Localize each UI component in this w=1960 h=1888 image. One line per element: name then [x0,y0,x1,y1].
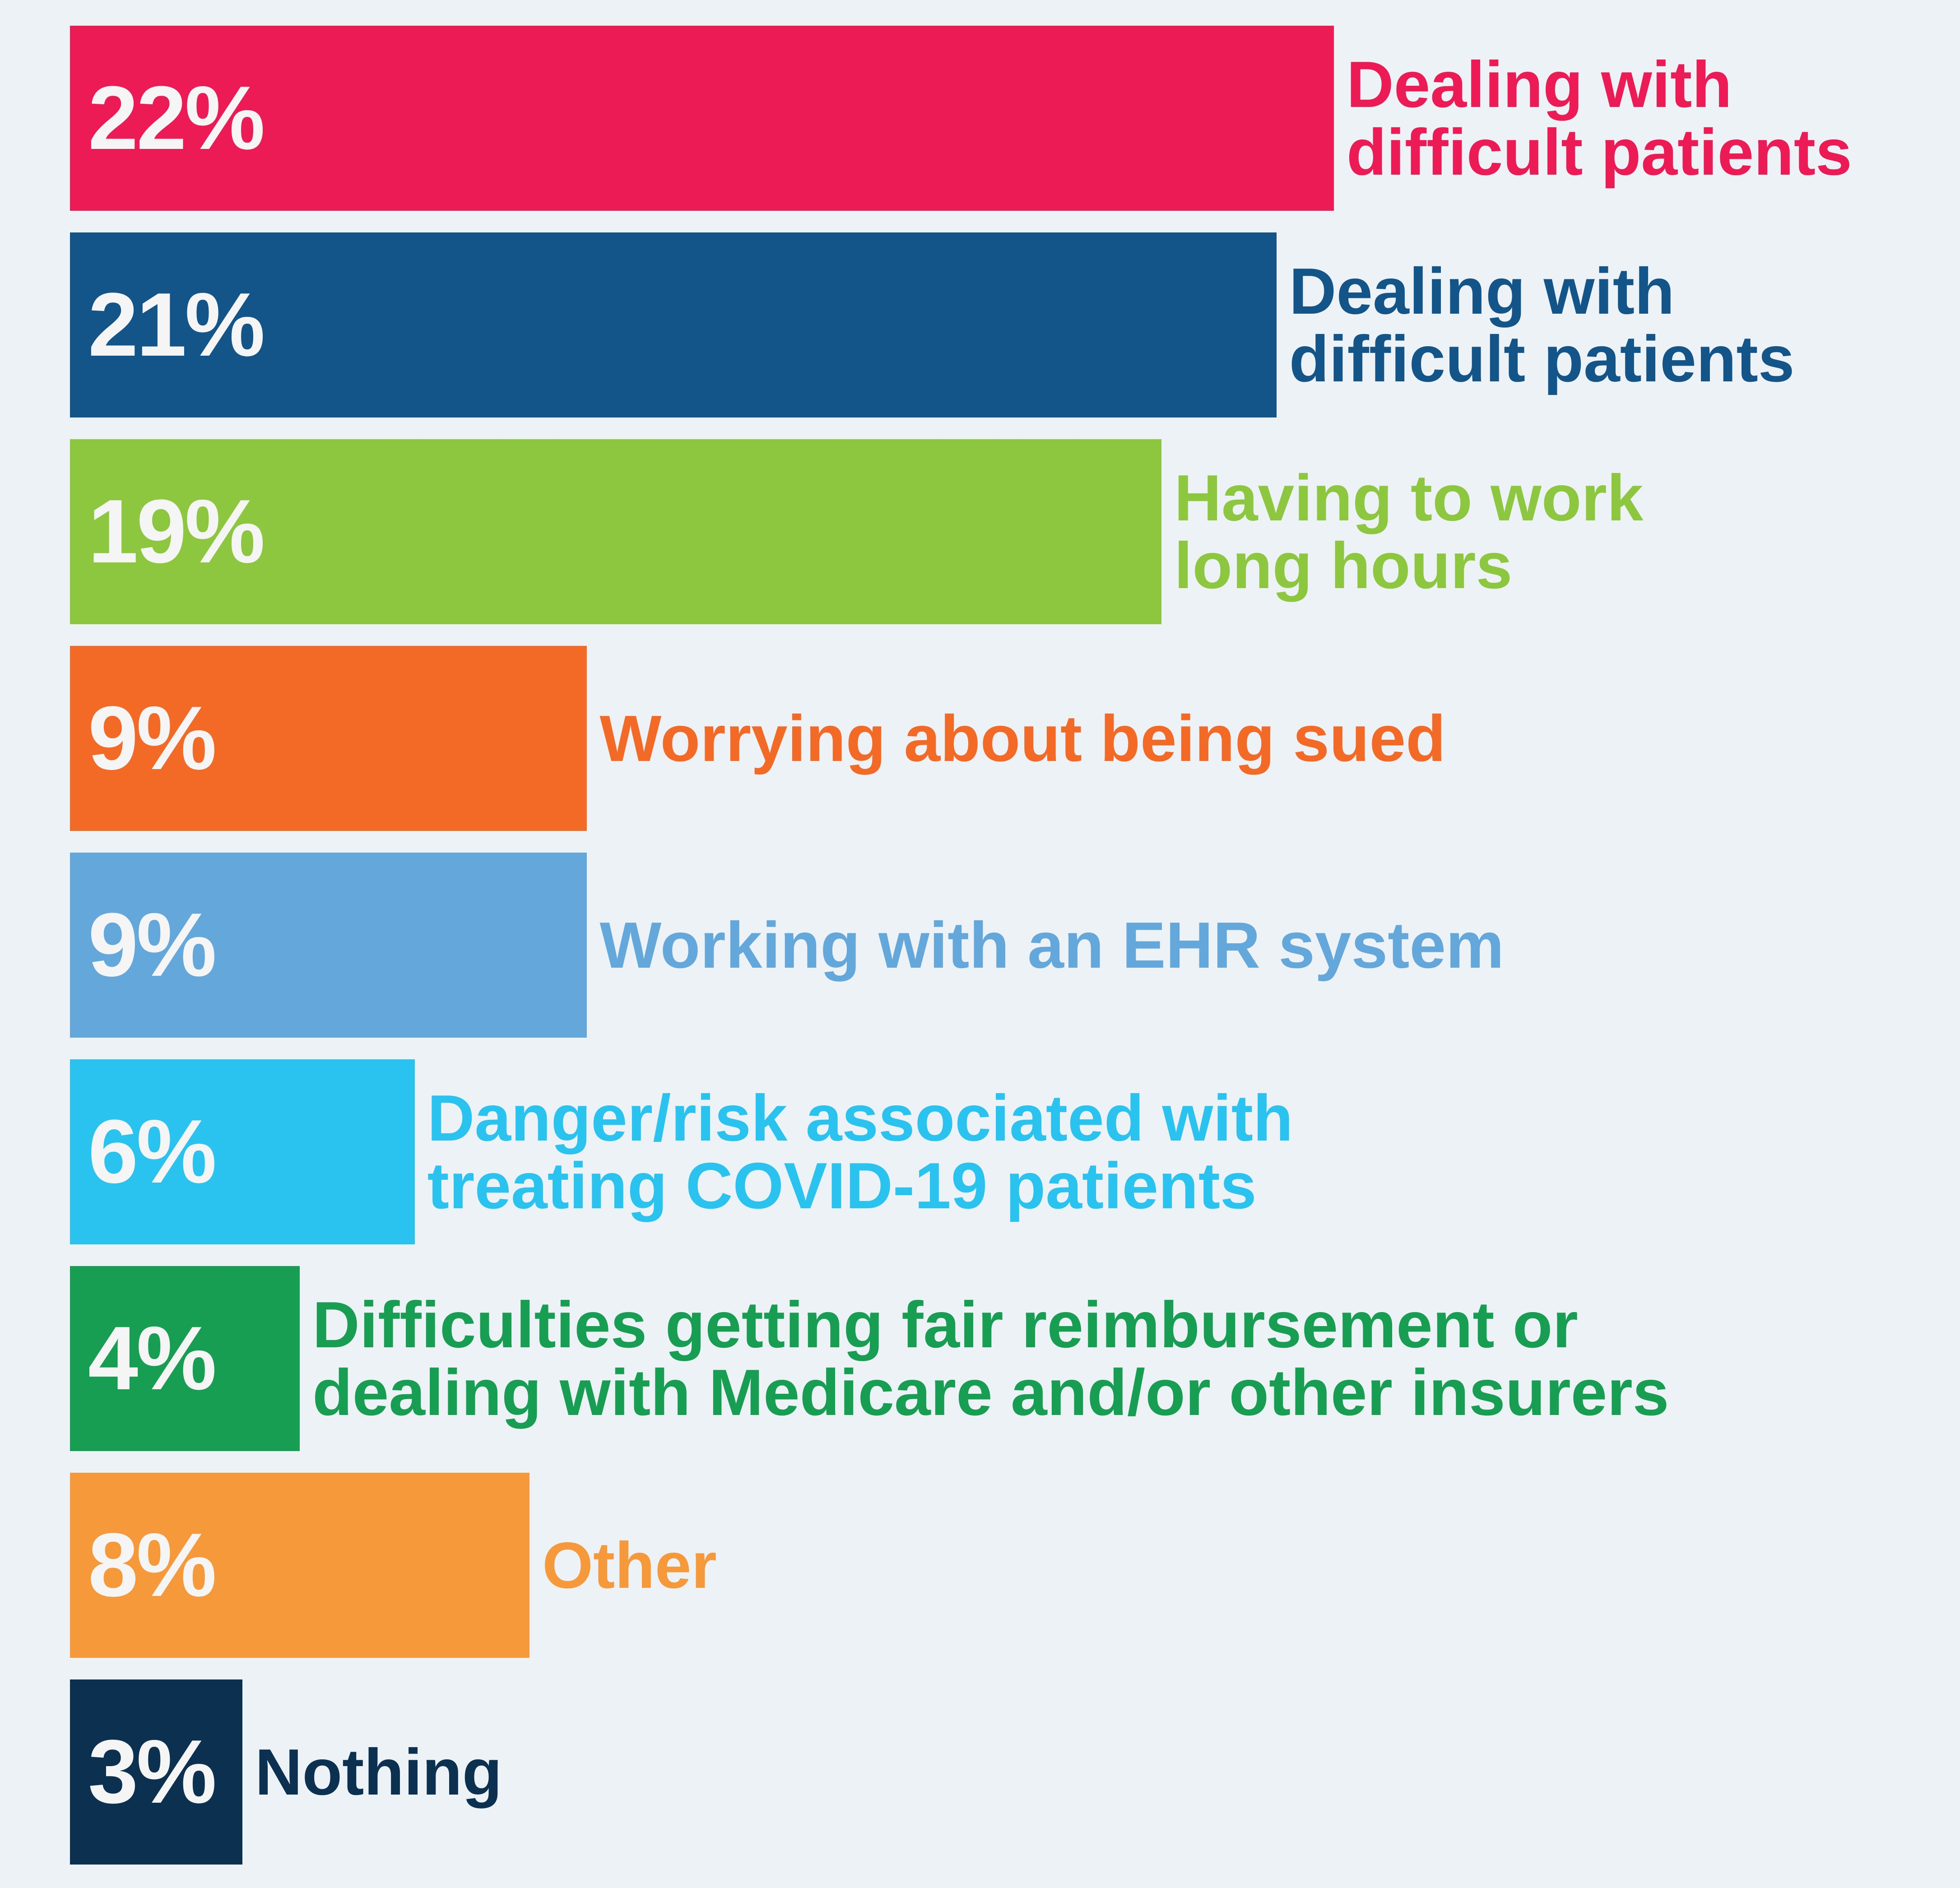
bar-value-label: 8% [88,1515,217,1615]
bar-category-label: Difficulties getting fair reimbursement … [312,1291,1669,1426]
bar-category-label-line: Working with an EHR system [599,909,1504,982]
bar-value-label: 9% [88,895,217,995]
bar-category-label: Having to work long hours [1174,464,1643,599]
bar: 4% [70,1266,300,1451]
bar-value-label: 9% [88,688,217,789]
bar-category-label-line: long hours [1174,529,1513,602]
bar-category-label-line: Having to work [1174,461,1644,534]
bar-category-label-line: treating COVID-19 patients [427,1149,1257,1222]
bar-category-label: Working with an EHR system [599,911,1504,979]
bar-category-label-line: Danger/risk associated with [427,1081,1293,1155]
bar: 9% [70,646,587,831]
bar: 22% [70,26,1334,211]
bar: 21% [70,232,1277,417]
bar-value-label: 22% [88,68,265,168]
bar-category-label-line: Dealing with [1347,48,1732,121]
bar-value-label: 19% [88,481,265,582]
bar: 6% [70,1059,415,1244]
bar-category-label: Dealing with difficult patients [1347,51,1852,186]
bar-category-label: Worrying about being sued [599,705,1445,772]
bar-category-label-line: Other [542,1529,717,1602]
bar-category-label-line: dealing with Medicare and/or other insur… [312,1356,1669,1429]
bar-category-label-line: difficult patients [1289,322,1795,395]
bar-category-label: Nothing [255,1738,502,1806]
bar: 8% [70,1473,530,1658]
bar-category-label: Danger/risk associated with treating COVI… [427,1084,1293,1220]
bar-value-label: 6% [88,1101,217,1202]
bar-value-label: 3% [88,1721,217,1822]
bar-category-label-line: difficult patients [1347,116,1852,189]
bar: 19% [70,439,1162,624]
bar-category-label: Dealing with difficult patients [1289,257,1795,393]
bar-category-label-line: Dealing with [1289,255,1675,328]
bar-category-label-line: Difficulties getting fair reimbursement … [312,1288,1578,1361]
bar-value-label: 21% [88,274,265,375]
bar-value-label: 4% [88,1308,217,1409]
bar: 3% [70,1679,242,1865]
bar-category-label-line: Worrying about being sued [599,702,1446,775]
bar-category-label-line: Nothing [255,1735,502,1809]
bar-category-label: Other [542,1531,717,1599]
bar: 9% [70,853,587,1038]
